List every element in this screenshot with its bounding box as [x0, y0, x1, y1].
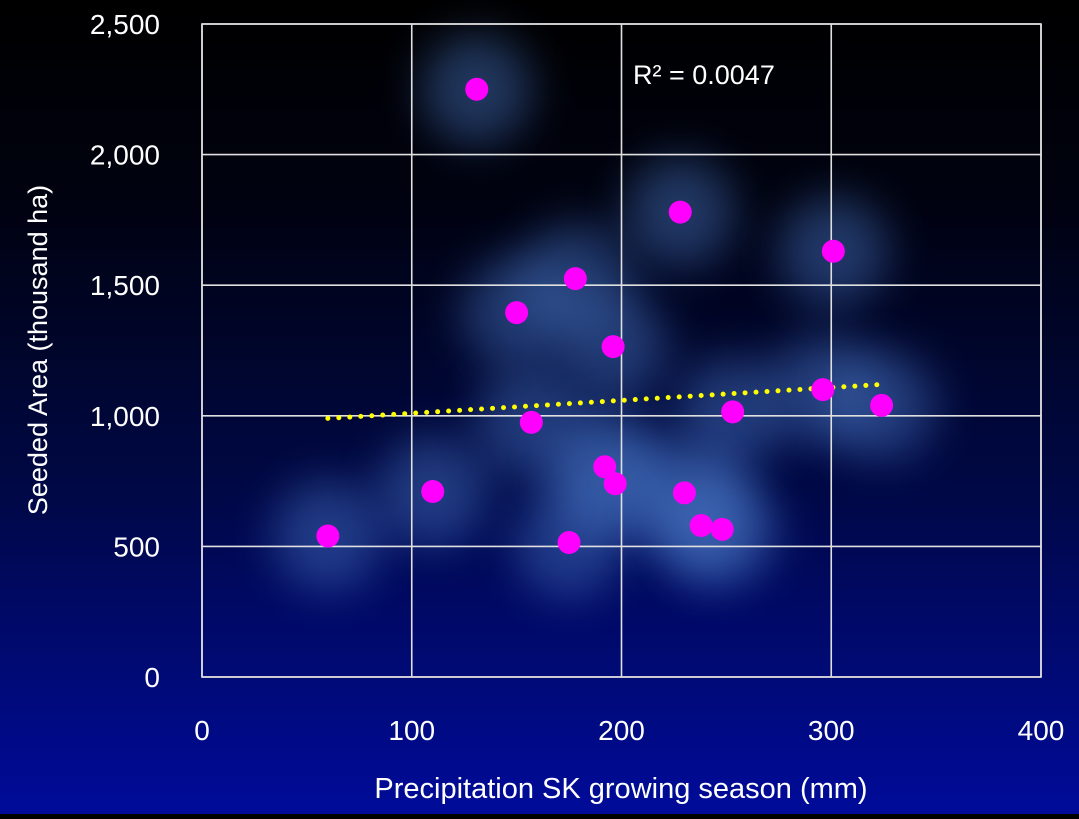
y-tick-label-3: 1,500 [90, 270, 160, 301]
data-point-7 [593, 455, 617, 479]
data-point-16 [821, 239, 845, 263]
x-tick-label-2: 200 [598, 715, 645, 746]
x-tick-label-0: 0 [194, 715, 210, 746]
x-axis-ticks: 0 100 200 300 400 [194, 715, 1064, 746]
r-squared-annotation: R² = 0.0047 [633, 60, 775, 90]
data-points [316, 77, 894, 554]
data-point-2 [465, 77, 489, 101]
y-tick-label-4: 2,000 [90, 140, 160, 171]
data-point-8 [601, 335, 625, 359]
data-point-5 [557, 530, 581, 554]
plot-area-frame [201, 23, 1042, 678]
data-point-14 [721, 400, 745, 424]
y-tick-label-0: 0 [144, 662, 160, 693]
x-tick-label-4: 400 [1018, 715, 1065, 746]
point-glow-layer [272, 34, 937, 598]
data-point-13 [710, 517, 734, 541]
data-point-0 [316, 524, 340, 548]
trendline [325, 381, 885, 421]
data-point-3 [505, 301, 529, 325]
y-tick-label-5: 2,500 [90, 9, 160, 40]
x-tick-label-3: 300 [808, 715, 855, 746]
data-point-17 [870, 393, 894, 417]
data-point-10 [668, 200, 692, 224]
y-tick-label-2: 1,000 [90, 401, 160, 432]
y-axis-ticks: 0 500 1,000 1,500 2,000 2,500 [90, 9, 160, 693]
data-point-15 [811, 378, 835, 402]
y-axis-label: Seeded Area (thousand ha) [23, 185, 53, 515]
data-point-9 [603, 472, 627, 496]
data-point-1 [421, 480, 445, 504]
x-axis-label: Precipitation SK growing season (mm) [374, 773, 867, 805]
trendline-layer [325, 381, 885, 421]
data-point-4 [519, 410, 543, 434]
data-point-11 [672, 481, 696, 505]
data-point-6 [563, 267, 587, 291]
y-tick-label-1: 500 [113, 531, 160, 562]
x-tick-label-1: 100 [388, 715, 435, 746]
data-point-12 [689, 514, 713, 538]
